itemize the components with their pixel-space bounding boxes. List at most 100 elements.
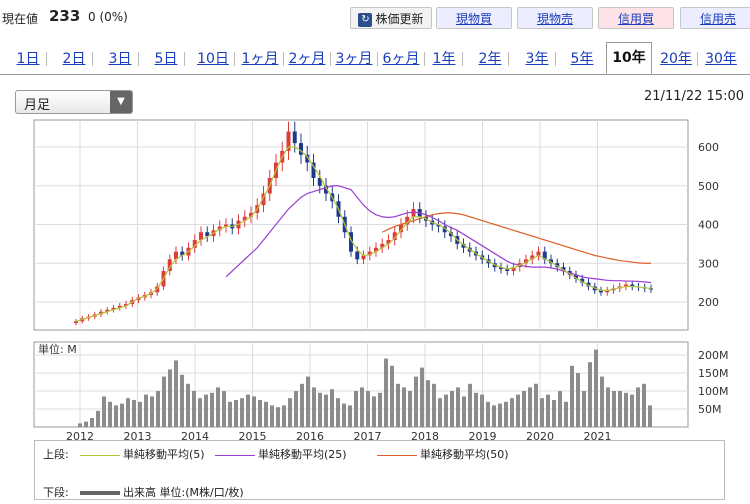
tab-2m[interactable]: 2ヶ月 bbox=[284, 48, 331, 70]
candle-body bbox=[386, 240, 391, 244]
volume-bar bbox=[546, 394, 550, 427]
volume-bar bbox=[588, 362, 592, 427]
volume-bar bbox=[336, 398, 340, 427]
volume-bar bbox=[330, 389, 334, 427]
tab-1d[interactable]: 1日 bbox=[10, 48, 47, 70]
tab-5d[interactable]: 5日 bbox=[148, 48, 185, 70]
volume-bar bbox=[234, 400, 238, 427]
volume-bar bbox=[438, 398, 442, 427]
volume-bar bbox=[402, 387, 406, 427]
candle-body bbox=[317, 178, 322, 186]
tab-2y[interactable]: 2年 bbox=[472, 48, 509, 70]
tab-10d[interactable]: 10日 bbox=[192, 48, 235, 70]
volume-bar bbox=[246, 394, 250, 427]
volume-bar bbox=[426, 380, 430, 427]
x-axis-label: 2016 bbox=[296, 430, 324, 443]
volume-bar bbox=[300, 383, 304, 427]
volume-bar bbox=[408, 391, 412, 427]
volume-bar bbox=[534, 383, 538, 427]
volume-axis-label: 200M bbox=[698, 349, 729, 362]
tab-10y[interactable]: 10年 bbox=[606, 42, 652, 74]
volume-bar bbox=[492, 405, 496, 427]
volume-bar bbox=[210, 392, 214, 427]
tab-6m[interactable]: 6ヶ月 bbox=[378, 48, 425, 70]
legend-ma25: 単純移動平均(25) bbox=[215, 446, 347, 462]
tab-3y[interactable]: 3年 bbox=[519, 48, 556, 70]
volume-bar bbox=[276, 407, 280, 427]
margin-sell-button[interactable]: 信用売 bbox=[680, 7, 750, 29]
candle-body bbox=[561, 267, 566, 271]
volume-bar bbox=[648, 405, 652, 427]
margin-buy-button[interactable]: 信用買 bbox=[598, 7, 674, 29]
candle-body bbox=[555, 263, 560, 268]
volume-bar bbox=[540, 398, 544, 427]
volume-bar bbox=[258, 400, 262, 427]
candle-body bbox=[192, 240, 197, 248]
tab-1m[interactable]: 1ヶ月 bbox=[237, 48, 284, 70]
volume-bar bbox=[414, 376, 418, 427]
volume-bar bbox=[444, 394, 448, 427]
tab-20y[interactable]: 20年 bbox=[655, 48, 698, 70]
period-select-value: 月足 bbox=[24, 98, 51, 113]
volume-bar bbox=[84, 421, 88, 427]
tab-3d[interactable]: 3日 bbox=[102, 48, 139, 70]
volume-bar bbox=[498, 403, 502, 427]
candle-body bbox=[649, 288, 653, 290]
volume-bar bbox=[306, 376, 310, 427]
tab-30y[interactable]: 30年 bbox=[705, 51, 737, 67]
candle-body bbox=[361, 255, 366, 260]
candle-body bbox=[586, 282, 591, 287]
volume-bar bbox=[288, 398, 292, 427]
tab-3m[interactable]: 3ヶ月 bbox=[331, 48, 378, 70]
volume-bar bbox=[504, 401, 508, 427]
volume-bar bbox=[168, 369, 172, 427]
legend-ma50: 単純移動平均(50) bbox=[377, 446, 509, 462]
volume-bar bbox=[216, 387, 220, 427]
legend-ma25-label: 単純移動平均(25) bbox=[258, 448, 347, 461]
volume-bar bbox=[102, 396, 106, 427]
candle-body bbox=[499, 267, 503, 270]
tab-1y[interactable]: 1年 bbox=[426, 48, 463, 70]
candle-body bbox=[461, 243, 466, 248]
candle-body bbox=[155, 286, 160, 293]
candle-body bbox=[624, 284, 628, 287]
volume-bar bbox=[144, 394, 148, 427]
volume-axis-label: 150M bbox=[698, 367, 729, 380]
spot-sell-button[interactable]: 現物売 bbox=[517, 7, 593, 29]
candle-body bbox=[599, 290, 603, 293]
volume-bar bbox=[378, 392, 382, 427]
update-price-button[interactable]: ↻ 株価更新 bbox=[350, 7, 432, 29]
legend-ma5: 単純移動平均(5) bbox=[80, 446, 205, 462]
price-axis-label: 400 bbox=[698, 219, 719, 232]
volume-axis-label: 50M bbox=[698, 403, 722, 416]
candle-body bbox=[174, 251, 178, 260]
volume-bar bbox=[240, 398, 244, 427]
candle-body bbox=[167, 259, 172, 271]
volume-bar bbox=[420, 367, 424, 427]
volume-bar bbox=[516, 394, 520, 427]
spot-buy-button[interactable]: 現物買 bbox=[436, 7, 512, 29]
volume-bar bbox=[222, 391, 226, 427]
volume-bar bbox=[606, 387, 610, 427]
tab-5y[interactable]: 5年 bbox=[570, 51, 594, 67]
toolbar: 現在値 233 0 (0%) ↻ 株価更新 現物買 現物売 信用買 信用売 bbox=[0, 0, 750, 36]
volume-bar bbox=[78, 423, 82, 427]
period-select[interactable]: 月足 ▼ bbox=[15, 90, 133, 114]
x-axis-label: 2017 bbox=[354, 430, 382, 443]
period-tabs: 1日 2日 3日 5日 10日 1ヶ月 2ヶ月 3ヶ月 6ヶ月 1年 2年 3年… bbox=[0, 40, 750, 75]
candle-body bbox=[117, 305, 122, 308]
candle-body bbox=[105, 309, 110, 312]
volume-bar bbox=[348, 405, 352, 427]
tab-2d[interactable]: 2日 bbox=[56, 48, 93, 70]
volume-bar bbox=[324, 394, 328, 427]
volume-bar bbox=[354, 391, 358, 427]
candle-body bbox=[524, 259, 528, 264]
candle-body bbox=[224, 224, 228, 227]
candle-body bbox=[305, 154, 310, 163]
candle-body bbox=[399, 224, 403, 233]
volume-bar bbox=[612, 391, 616, 427]
volume-bar bbox=[360, 387, 364, 427]
candle-body bbox=[436, 224, 441, 227]
x-axis-label: 2012 bbox=[66, 430, 94, 443]
volume-bar bbox=[630, 394, 634, 427]
